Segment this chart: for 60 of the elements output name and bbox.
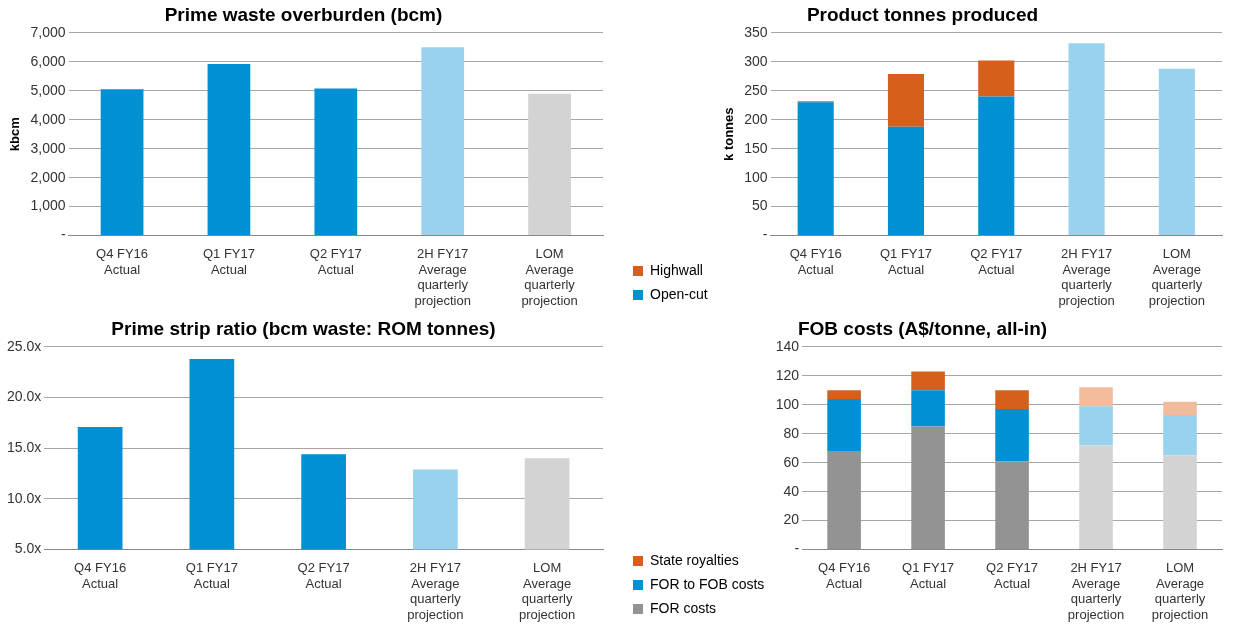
y-tick-label: 140 (775, 337, 800, 354)
y-tick-label: 5.0x (14, 540, 42, 557)
x-tick-label: 2H FY17 Average quarterly projection (1067, 559, 1125, 622)
y-tick-label: 3,000 (30, 139, 66, 156)
y-tick-label: - (762, 226, 768, 243)
x-tick-label: Q2 FY17 Actual (309, 245, 362, 277)
x-tick-label: Q1 FY17 Actual (185, 559, 238, 591)
y-tick-label: 7,000 (30, 23, 66, 40)
chart-title: Prime waste overburden (bcm) (164, 3, 443, 25)
y-tick-label: 15.0x (7, 439, 42, 456)
x-tick-label: Q4 FY16 Actual (96, 245, 149, 277)
y-tick-label: 300 (744, 52, 768, 69)
legend-label: Highwall (650, 261, 703, 278)
chart-title: Prime strip ratio (bcm waste: ROM tonnes) (111, 317, 496, 339)
x-tick-label: LOM Average quarterly projection (521, 245, 578, 308)
legend-label: State royalties (650, 551, 739, 568)
y-tick-label: 50 (751, 197, 768, 214)
y-tick-label: - (60, 226, 66, 243)
y-tick-label: 200 (744, 110, 768, 127)
y-axis-title: kbcm (7, 117, 23, 152)
y-tick-label: 5,000 (30, 81, 66, 98)
y-tick-label: 1,000 (30, 197, 66, 214)
legend-label: Open-cut (650, 285, 708, 302)
x-tick-label: Q1 FY17 Actual (202, 245, 255, 277)
y-tick-label: 2,000 (30, 168, 66, 185)
x-tick-label: Q2 FY17 Actual (986, 559, 1039, 591)
y-tick-label: 60 (783, 453, 800, 470)
y-tick-label: - (794, 540, 800, 557)
y-tick-label: 350 (744, 23, 768, 40)
y-tick-label: 40 (783, 482, 800, 499)
y-tick-label: 10.0x (7, 489, 42, 506)
x-tick-label: LOM Average quarterly projection (1148, 245, 1206, 308)
y-tick-label: 100 (744, 168, 768, 185)
chart-title: Product tonnes produced (806, 3, 1039, 25)
y-tick-label: 6,000 (30, 52, 66, 69)
x-tick-label: 2H FY17 Average quarterly projection (414, 245, 471, 308)
x-tick-label: Q1 FY17 Actual (902, 559, 955, 591)
y-tick-label: 4,000 (30, 110, 66, 127)
y-tick-label: 150 (744, 139, 768, 156)
x-tick-label: 2H FY17 Average quarterly projection (1058, 245, 1115, 308)
chart-title: FOB costs (A$/tonne, all-in) (797, 317, 1048, 339)
x-tick-label: Q2 FY17 Actual (297, 559, 350, 591)
y-tick-label: 80 (783, 424, 800, 441)
x-tick-label: Q2 FY17 Actual (970, 245, 1023, 277)
y-tick-label: 20.0x (7, 388, 42, 405)
x-tick-label: LOM Average quarterly projection (518, 559, 576, 622)
y-tick-label: 100 (775, 395, 800, 412)
x-tick-label: LOM Average quarterly projection (1151, 559, 1209, 622)
x-tick-label: Q1 FY17 Actual (879, 245, 932, 277)
x-tick-label: 2H FY17 Average quarterly projection (407, 559, 464, 622)
y-tick-label: 120 (775, 366, 800, 383)
x-tick-label: Q4 FY16 Actual (74, 559, 127, 591)
y-tick-label: 250 (744, 81, 768, 98)
y-tick-label: 25.0x (7, 337, 42, 354)
y-axis-title: k tonnes (720, 107, 736, 161)
x-tick-label: Q4 FY16 Actual (818, 559, 871, 591)
legend-label: FOR to FOB costs (650, 575, 765, 592)
y-tick-label: 20 (783, 511, 800, 528)
legend-label: FOR costs (650, 599, 717, 616)
x-tick-label: Q4 FY16 Actual (789, 245, 842, 277)
